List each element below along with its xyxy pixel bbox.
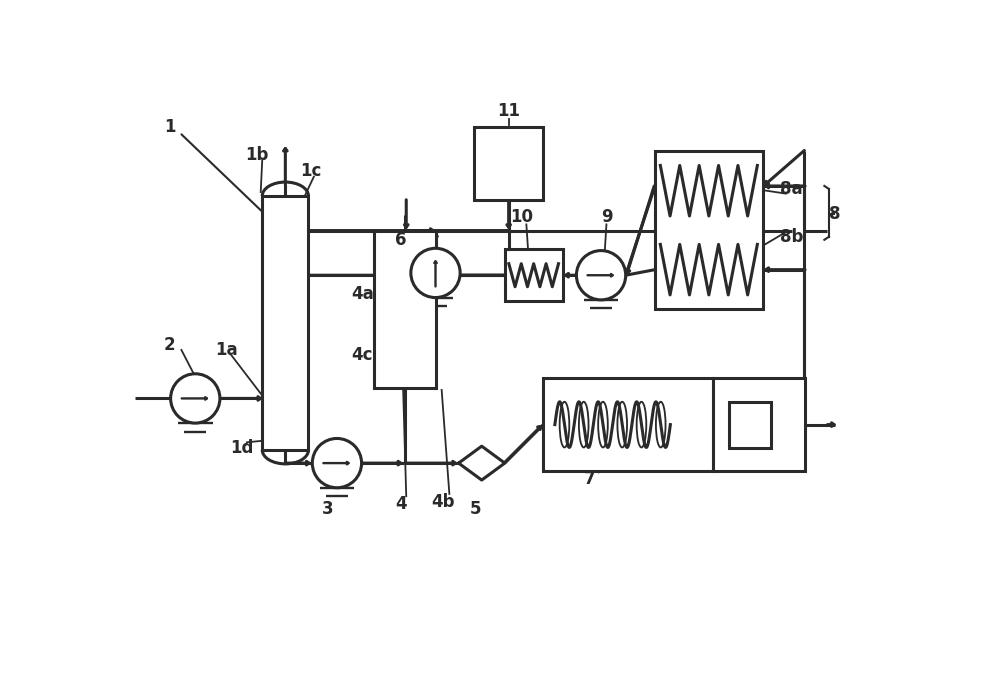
Text: 11: 11 (497, 102, 520, 120)
Text: 8a: 8a (780, 180, 803, 198)
Text: 1c: 1c (300, 161, 321, 180)
Text: 3: 3 (322, 501, 334, 518)
Text: 1: 1 (164, 117, 176, 136)
Text: 8: 8 (829, 205, 840, 223)
Text: 4a: 4a (351, 285, 374, 303)
Text: 9: 9 (601, 208, 612, 225)
Bar (655, 151, 763, 309)
Bar (262, 196, 308, 450)
Bar (543, 378, 713, 471)
Text: 1b: 1b (245, 146, 269, 164)
Bar (729, 402, 771, 448)
Text: 5: 5 (470, 501, 481, 518)
Bar (505, 249, 563, 301)
Text: 6: 6 (395, 231, 407, 249)
Circle shape (312, 438, 362, 488)
Bar (374, 231, 436, 389)
Bar (713, 378, 805, 471)
Circle shape (171, 374, 220, 423)
Text: 7: 7 (584, 469, 595, 488)
Circle shape (411, 249, 460, 298)
Text: 1a: 1a (215, 341, 237, 359)
Text: 8b: 8b (780, 227, 803, 246)
Text: 4: 4 (395, 495, 407, 513)
Text: 10: 10 (510, 208, 533, 225)
Text: 4b: 4b (431, 492, 455, 511)
Text: 4c: 4c (352, 346, 373, 364)
Text: 2: 2 (164, 335, 176, 354)
Bar (474, 126, 543, 199)
Text: 1d: 1d (230, 438, 253, 457)
Circle shape (576, 251, 626, 300)
